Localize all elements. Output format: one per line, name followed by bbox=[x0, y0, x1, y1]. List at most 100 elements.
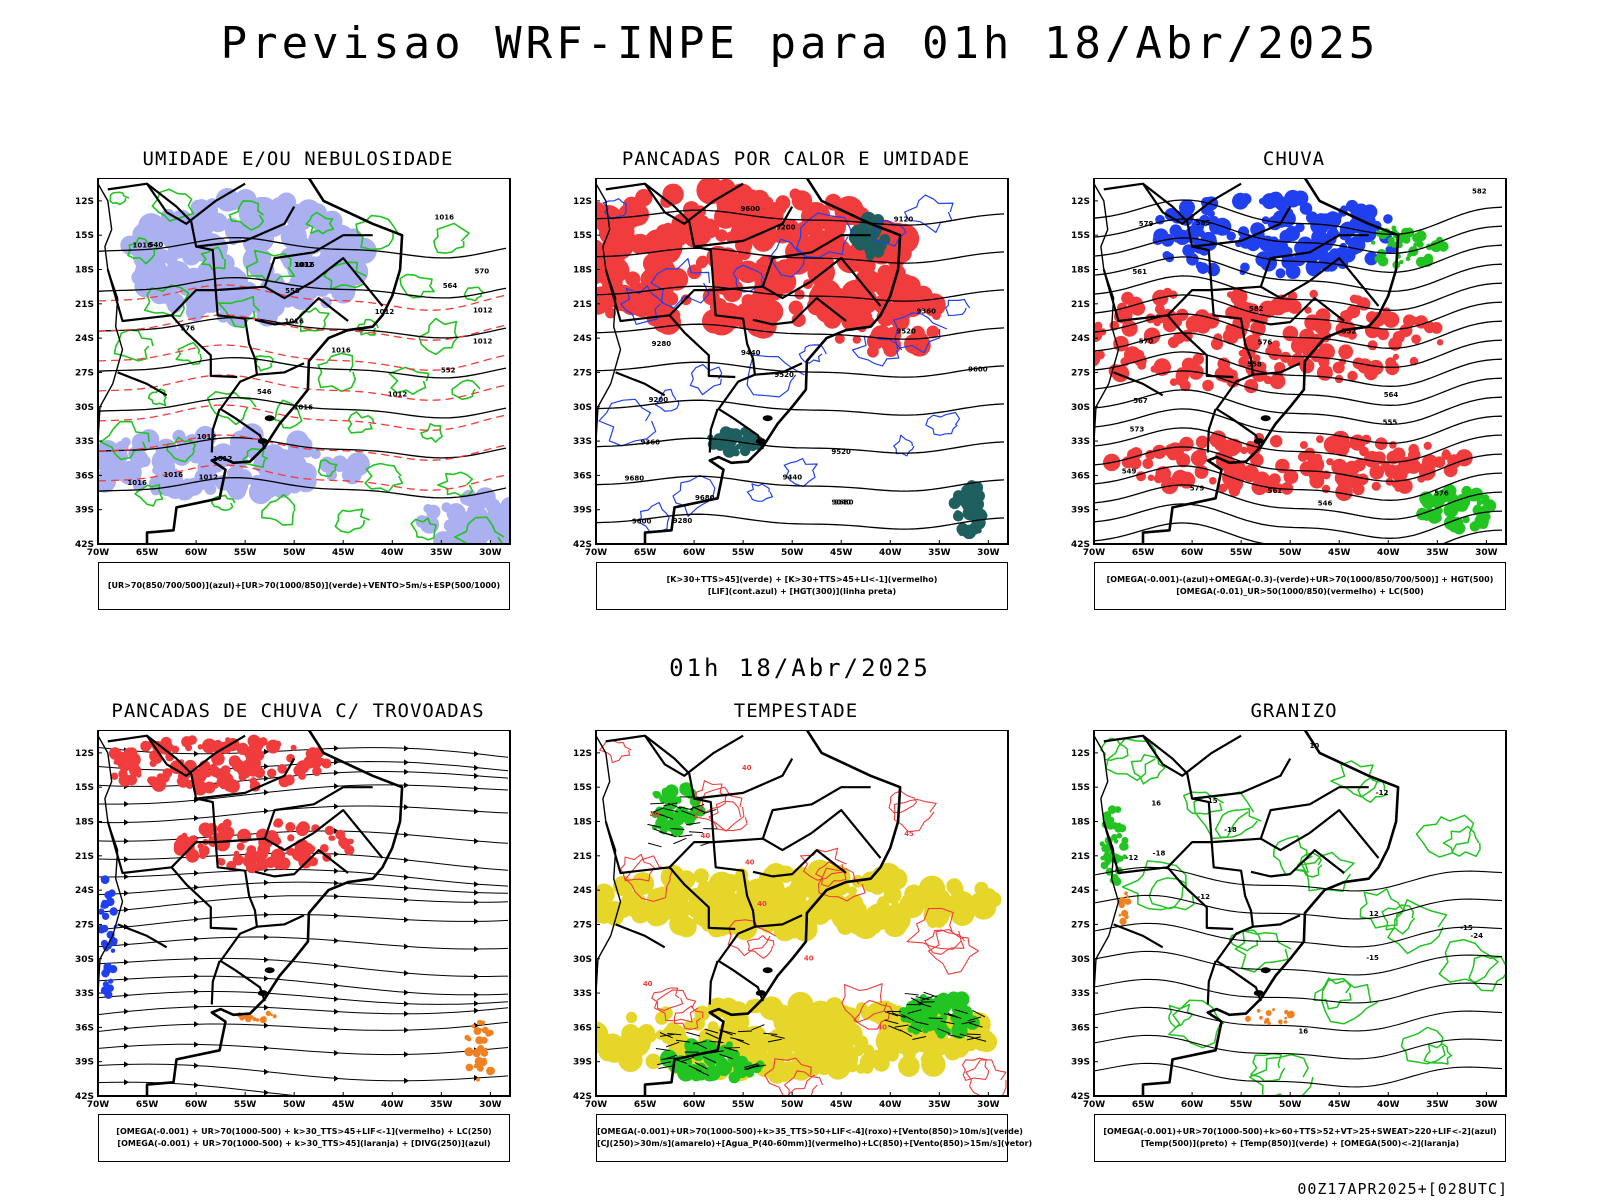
temp850-contour bbox=[1400, 1026, 1446, 1065]
state-border bbox=[210, 408, 221, 453]
state-border bbox=[1142, 734, 1242, 777]
wind-vector bbox=[891, 1012, 906, 1018]
streamline-arrow bbox=[194, 899, 199, 906]
wind-vector bbox=[899, 1029, 913, 1037]
contour-label: 579 bbox=[1139, 220, 1154, 228]
humidity-low-contour bbox=[166, 436, 196, 463]
humidity-low-contour bbox=[347, 411, 375, 434]
legend-line-1: [UR>70(850/700/500)](azul)+[UR>70(1000/8… bbox=[107, 581, 501, 590]
rain-green-blob bbox=[1416, 484, 1497, 535]
contour-label: 9600 bbox=[968, 366, 988, 374]
height-contour bbox=[1094, 275, 1503, 311]
humidity-low-contour bbox=[99, 420, 150, 461]
state-border bbox=[668, 866, 736, 931]
panel-legend: [OMEGA(-0.001) + UR>70(1000-500) + k>30_… bbox=[98, 1114, 510, 1162]
water-contour bbox=[961, 1057, 990, 1081]
streamline-arrow bbox=[334, 769, 339, 776]
streamline-arrow bbox=[264, 789, 269, 796]
streamline-arrow bbox=[334, 1026, 339, 1033]
state-border bbox=[256, 362, 305, 376]
wind-vector bbox=[908, 1025, 923, 1033]
streamline-arrow bbox=[474, 764, 479, 771]
streamline-arrow bbox=[404, 1051, 409, 1058]
panel-title: UMIDADE E/OU NEBULOSIDADE bbox=[142, 148, 454, 170]
legend-line-2: [LIF](cont.azul) + [HGT(300)](linha pret… bbox=[707, 587, 897, 596]
temp850-contour bbox=[1423, 1043, 1453, 1065]
lat-tick-label: 33S bbox=[1071, 989, 1090, 999]
contour-label: 576 bbox=[1434, 490, 1449, 498]
state-border bbox=[1113, 371, 1164, 397]
humidity-low-contour bbox=[388, 366, 430, 395]
humidity-low-contour bbox=[134, 483, 164, 507]
lat-tick-label: 39S bbox=[1071, 1058, 1090, 1068]
contour-label: 9360 bbox=[917, 307, 937, 315]
lon-tick-label: 30W bbox=[479, 548, 502, 558]
lon-tick-label: 55W bbox=[1230, 548, 1253, 558]
contour-label: 1016 bbox=[434, 213, 454, 221]
lat-tick-label: 21S bbox=[573, 852, 592, 862]
temp850-contour bbox=[1148, 877, 1195, 911]
contour-label: 1016 bbox=[331, 346, 351, 354]
contour-label: 561 bbox=[1268, 487, 1283, 495]
height-contour bbox=[1094, 294, 1503, 330]
lon-tick-label: 60W bbox=[1181, 548, 1204, 558]
pressure-isobar bbox=[98, 436, 507, 459]
temp850-contour bbox=[1381, 904, 1416, 935]
lon-tick-label: 35W bbox=[1426, 548, 1449, 558]
lat-tick-label: 18S bbox=[573, 266, 592, 276]
lon-tick-label: 30W bbox=[977, 1100, 1000, 1110]
wind-vector bbox=[972, 1037, 987, 1042]
contour-label: 16 bbox=[1298, 1027, 1308, 1035]
wind-vector bbox=[690, 803, 705, 810]
humidity-low-contour bbox=[211, 494, 236, 512]
wind-vector bbox=[722, 1030, 736, 1035]
state-border bbox=[313, 257, 384, 307]
temp850-contour bbox=[1330, 760, 1379, 798]
contour-label: 9520 bbox=[896, 328, 916, 336]
rain-red-blob bbox=[1094, 287, 1444, 394]
humidity-low-contour bbox=[228, 200, 265, 231]
humidity-low-contour bbox=[246, 249, 296, 283]
andes-border bbox=[596, 735, 622, 1033]
state-border bbox=[263, 234, 373, 288]
lon-tick-label: 30W bbox=[479, 1100, 502, 1110]
wind-vector bbox=[884, 1011, 899, 1017]
streamline bbox=[98, 1005, 509, 1016]
streamline-arrow bbox=[334, 1075, 339, 1082]
lat-tick-label: 15S bbox=[573, 783, 592, 793]
wind-green-blob bbox=[651, 782, 706, 837]
streamline-arrow bbox=[264, 975, 269, 982]
humidity-low-contour bbox=[147, 388, 167, 407]
panel-title: CHUVA bbox=[1262, 148, 1326, 170]
streamline-arrow bbox=[124, 976, 129, 983]
storm-red-blob bbox=[173, 818, 355, 874]
streamline bbox=[98, 881, 509, 896]
streamline-arrow bbox=[474, 991, 479, 998]
lat-tick-label: 21S bbox=[75, 852, 94, 862]
lake bbox=[257, 438, 268, 445]
lat-tick-label: 42S bbox=[75, 1092, 94, 1102]
streamline-arrow bbox=[124, 856, 129, 863]
wind-vector bbox=[940, 1020, 955, 1025]
streamline-arrow bbox=[194, 1062, 199, 1069]
lon-tick-label: 45W bbox=[1328, 1100, 1351, 1110]
state-border bbox=[1103, 182, 1262, 450]
lake bbox=[755, 990, 766, 997]
state-border bbox=[708, 960, 719, 1005]
humidity-low-contour bbox=[323, 261, 367, 290]
state-border bbox=[107, 182, 266, 450]
state-border bbox=[1211, 831, 1311, 852]
wind-vector bbox=[709, 1040, 724, 1044]
height-contour bbox=[1094, 408, 1503, 444]
temp850-contour bbox=[1214, 808, 1262, 839]
contour-label: 540 bbox=[149, 241, 164, 249]
streamline-arrow bbox=[194, 973, 199, 980]
state-border bbox=[754, 914, 803, 928]
lat-tick-label: 36S bbox=[1071, 471, 1090, 481]
lat-tick-label: 15S bbox=[1071, 231, 1090, 241]
lat-tick-label: 36S bbox=[75, 471, 94, 481]
contour-label: 582 bbox=[1472, 187, 1487, 195]
wind-vector bbox=[904, 992, 919, 996]
lon-tick-label: 40W bbox=[879, 1100, 902, 1110]
wind-vector bbox=[657, 1061, 672, 1066]
